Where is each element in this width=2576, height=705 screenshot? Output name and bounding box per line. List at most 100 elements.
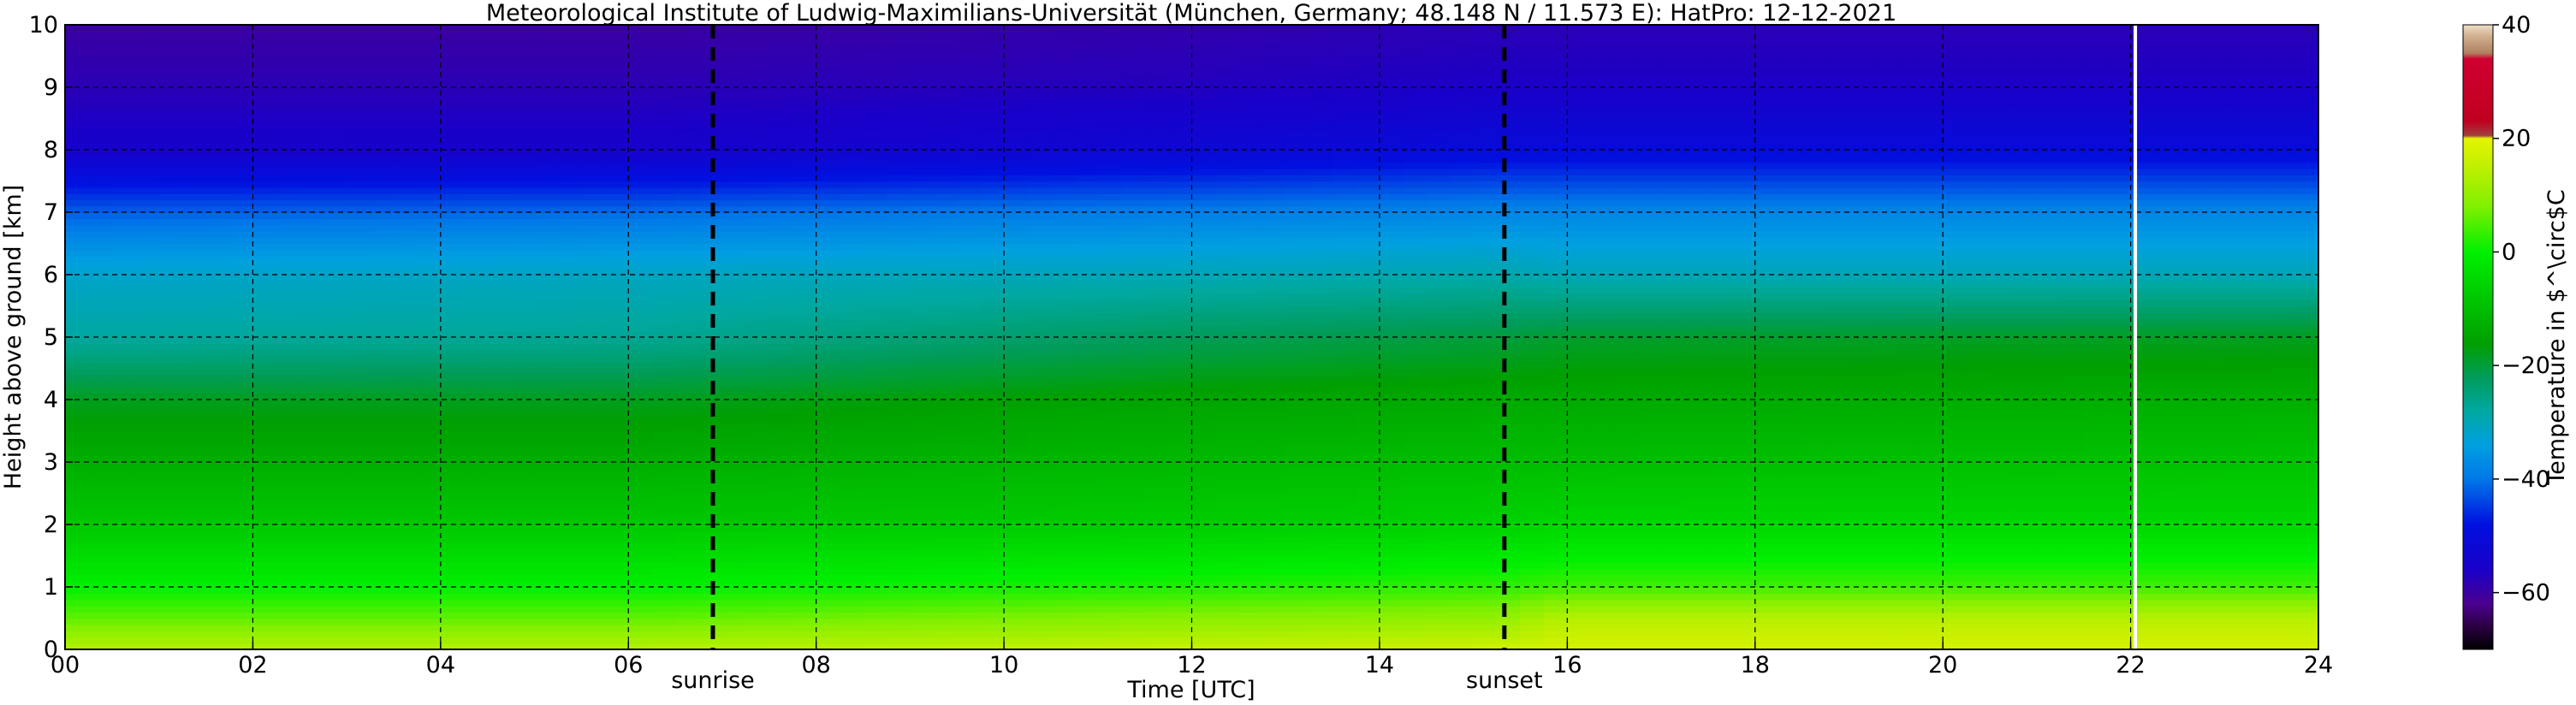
heatmap-cell — [323, 37, 347, 44]
heatmap-cell — [1004, 605, 1029, 613]
heatmap-cell — [511, 281, 536, 288]
heatmap-cell — [323, 137, 347, 145]
heatmap-cell — [534, 74, 559, 82]
heatmap-cell — [252, 281, 277, 288]
heatmap-cell — [933, 637, 959, 644]
heatmap-cell — [534, 612, 559, 619]
heatmap-cell — [370, 506, 395, 513]
heatmap-cell — [1121, 62, 1146, 69]
heatmap-cell — [158, 587, 183, 595]
heatmap-cell — [581, 37, 606, 44]
heatmap-cell — [910, 449, 935, 457]
heatmap-cell — [1168, 287, 1193, 294]
heatmap-cell — [745, 424, 770, 432]
heatmap-cell — [511, 305, 536, 313]
heatmap-cell — [1191, 362, 1216, 370]
heatmap-cell — [628, 355, 653, 363]
heatmap-cell — [957, 631, 982, 638]
heatmap-cell — [1121, 162, 1146, 169]
heatmap-cell — [347, 561, 371, 569]
heatmap-cell — [487, 593, 512, 601]
heatmap-cell — [440, 74, 466, 82]
heatmap-cell — [300, 50, 324, 57]
heatmap-cell — [1027, 343, 1052, 351]
heatmap-cell — [651, 593, 676, 601]
heatmap-cell — [1050, 50, 1076, 57]
heatmap-cell — [252, 43, 277, 50]
heatmap-cell — [534, 455, 559, 463]
heatmap-cell — [792, 612, 817, 619]
heatmap-cell — [1214, 56, 1240, 63]
heatmap-cell — [440, 368, 466, 376]
heatmap-cell — [1168, 118, 1193, 126]
heatmap-cell — [980, 637, 1005, 644]
heatmap-cell — [1168, 43, 1193, 50]
heatmap-cell — [675, 624, 700, 631]
heatmap-cell — [111, 25, 137, 33]
heatmap-cell — [886, 355, 911, 363]
heatmap-cell — [1097, 318, 1123, 326]
heatmap-cell — [370, 143, 395, 151]
heatmap-cell — [370, 205, 395, 213]
heatmap-cell — [604, 62, 630, 69]
heatmap-cell — [417, 281, 442, 288]
heatmap-cell — [721, 324, 747, 332]
heatmap-cell — [300, 393, 324, 400]
heatmap-cell — [276, 181, 301, 188]
heatmap-cell — [721, 112, 747, 120]
heatmap-cell — [511, 137, 536, 145]
heatmap-cell — [745, 74, 770, 82]
heatmap-cell — [910, 87, 935, 95]
heatmap-cell — [88, 237, 113, 245]
heatmap-cell — [628, 212, 653, 220]
heatmap-cell — [276, 305, 301, 313]
heatmap-cell — [557, 637, 583, 644]
heatmap-cell — [1027, 25, 1052, 33]
heatmap-cell — [651, 137, 676, 145]
heatmap-cell — [417, 412, 442, 419]
heatmap-cell — [792, 343, 817, 351]
heatmap-cell — [205, 406, 230, 413]
heatmap-cell — [721, 474, 747, 482]
heatmap-cell — [628, 637, 653, 644]
heatmap-cell — [417, 443, 442, 451]
heatmap-cell — [534, 118, 559, 126]
heatmap-cell — [792, 406, 817, 413]
heatmap-cell — [417, 643, 442, 649]
heatmap-cell — [1097, 643, 1123, 649]
heatmap-cell — [840, 555, 864, 563]
heatmap-cell — [980, 137, 1005, 145]
heatmap-cell — [1191, 87, 1216, 95]
heatmap-cell — [745, 436, 770, 444]
heatmap-cell — [1027, 549, 1052, 557]
heatmap-cell — [1027, 118, 1052, 126]
heatmap-cell — [1074, 436, 1099, 444]
heatmap-cell — [347, 587, 371, 595]
heatmap-cell — [252, 593, 277, 601]
heatmap-cell — [417, 293, 442, 300]
heatmap-cell — [534, 199, 559, 207]
heatmap-cell — [604, 400, 630, 407]
heatmap-cell — [816, 343, 840, 351]
heatmap-cell — [111, 530, 137, 538]
heatmap-cell — [534, 281, 559, 288]
heatmap-cell — [886, 193, 911, 201]
heatmap-cell — [393, 218, 418, 226]
heatmap-cell — [1027, 318, 1052, 326]
heatmap-cell — [840, 99, 864, 107]
heatmap-cell — [347, 493, 371, 501]
heatmap-cell — [1214, 593, 1240, 601]
heatmap-cell — [1027, 355, 1052, 363]
heatmap-cell — [721, 549, 747, 557]
heatmap-cell — [675, 418, 700, 425]
heatmap-cell — [1168, 424, 1193, 432]
heatmap-cell — [276, 237, 301, 245]
heatmap-cell — [1004, 37, 1029, 44]
heatmap-cell — [205, 68, 230, 76]
heatmap-cell — [370, 337, 395, 345]
heatmap-cell — [1074, 561, 1099, 569]
heatmap-cell — [557, 518, 583, 525]
heatmap-cell — [464, 593, 489, 601]
heatmap-cell — [65, 418, 90, 425]
heatmap-cell — [886, 436, 911, 444]
